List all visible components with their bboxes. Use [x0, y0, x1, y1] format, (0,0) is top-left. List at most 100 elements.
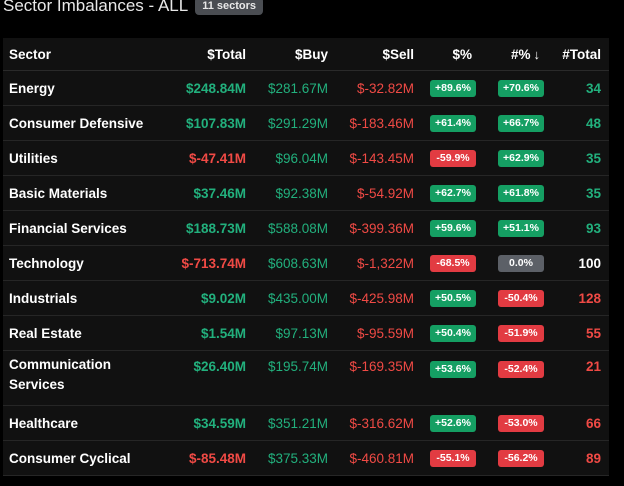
total-value: $-713.74M — [168, 245, 250, 281]
panel-title: Sector Imbalances - ALL — [3, 0, 189, 15]
table-row[interactable]: Energy $248.84M $281.67M $-32.82M +89.6% +70.… — [3, 70, 609, 106]
total-value: $-47.41M — [168, 140, 250, 176]
count-total-value: 35 — [550, 140, 609, 176]
panel-header: Sector Imbalances - ALL 11 sectors — [0, 0, 264, 18]
table-row[interactable]: Technology $-713.74M $608.63M $-1,322M -68.5… — [3, 245, 609, 281]
table-row[interactable]: Industrials $9.02M $435.00M $-425.98M +50.5%… — [3, 280, 609, 316]
sell-value: $-169.35M — [330, 350, 416, 406]
count-total-value: 21 — [550, 350, 609, 406]
count-pct-badge: -56.2% — [498, 450, 544, 467]
total-value: $188.73M — [168, 210, 250, 246]
column-header-count-pct[interactable]: #% ↓ — [482, 38, 550, 71]
dollar-pct-badge: +62.7% — [430, 185, 476, 202]
sector-name: Consumer Defensive — [3, 105, 168, 141]
count-total-value: 93 — [550, 210, 609, 246]
table-row[interactable]: Consumer Cyclical $-85.48M $375.33M $-460.8… — [3, 440, 609, 476]
buy-value: $92.38M — [250, 175, 330, 211]
buy-value: $291.29M — [250, 105, 330, 141]
count-total-value: 128 — [550, 280, 609, 316]
buy-value: $97.13M — [250, 315, 330, 351]
count-pct-badge: +70.6% — [498, 80, 544, 97]
table-row[interactable]: Healthcare $34.59M $351.21M $-316.62M +52.6%… — [3, 405, 609, 441]
column-header-buy[interactable]: $Buy — [250, 38, 330, 71]
dollar-pct-badge: -55.1% — [430, 450, 476, 467]
count-pct-badge: +62.9% — [498, 150, 544, 167]
sector-count-badge: 11 sectors — [195, 0, 264, 15]
buy-value: $608.63M — [250, 245, 330, 281]
table-row[interactable]: Financial Services $188.73M $588.08M $-399.… — [3, 210, 609, 246]
dollar-pct-badge: -68.5% — [430, 255, 476, 272]
total-value: $-85.48M — [168, 440, 250, 476]
dollar-pct-badge: +50.4% — [430, 325, 476, 342]
count-total-value: 89 — [550, 440, 609, 476]
sell-value: $-399.36M — [330, 210, 416, 246]
sell-value: $-95.59M — [330, 315, 416, 351]
table-row[interactable]: Communication Services $26.40M $195.74M $-1… — [3, 350, 609, 406]
dollar-pct-badge: +52.6% — [430, 415, 476, 432]
dollar-pct-cell: +50.4% — [416, 315, 482, 351]
column-header-dollar-pct[interactable]: $% — [416, 38, 482, 71]
sector-name: Utilities — [3, 140, 168, 176]
count-pct-cell: -52.4% — [482, 350, 550, 406]
column-header-sector[interactable]: Sector — [3, 38, 168, 71]
count-pct-cell: +70.6% — [482, 70, 550, 106]
dollar-pct-cell: +62.7% — [416, 175, 482, 211]
count-pct-cell: 0.0% — [482, 245, 550, 281]
dollar-pct-cell: +52.6% — [416, 405, 482, 441]
dollar-pct-badge: -59.9% — [430, 150, 476, 167]
sector-name: Technology — [3, 245, 168, 281]
sector-name: Industrials — [3, 280, 168, 316]
dollar-pct-badge: +89.6% — [430, 80, 476, 97]
column-header-count-total[interactable]: #Total — [550, 38, 609, 71]
count-pct-badge: -50.4% — [498, 290, 544, 307]
count-pct-badge: -52.4% — [498, 361, 544, 378]
dollar-pct-cell: +89.6% — [416, 70, 482, 106]
count-pct-cell: -51.9% — [482, 315, 550, 351]
sell-value: $-316.62M — [330, 405, 416, 441]
sector-name: Healthcare — [3, 405, 168, 441]
count-pct-cell: +61.8% — [482, 175, 550, 211]
sector-name: Financial Services — [3, 210, 168, 246]
sector-name: Energy — [3, 70, 168, 106]
table-row[interactable]: Utilities $-47.41M $96.04M $-143.45M -59.9% +… — [3, 140, 609, 176]
count-pct-badge: 0.0% — [498, 255, 544, 272]
count-total-value: 35 — [550, 175, 609, 211]
dollar-pct-badge: +50.5% — [430, 290, 476, 307]
total-value: $1.54M — [168, 315, 250, 351]
count-total-value: 66 — [550, 405, 609, 441]
sell-value: $-460.81M — [330, 440, 416, 476]
count-total-value: 100 — [550, 245, 609, 281]
count-pct-badge: -53.0% — [498, 415, 544, 432]
table-row[interactable]: Consumer Defensive $107.83M $291.29M $-183.… — [3, 105, 609, 141]
dollar-pct-badge: +61.4% — [430, 115, 476, 132]
count-total-value: 34 — [550, 70, 609, 106]
sort-descending-arrow-icon: ↓ — [533, 46, 541, 62]
count-total-value: 48 — [550, 105, 609, 141]
dollar-pct-cell: +53.6% — [416, 350, 482, 406]
table-row[interactable]: Basic Materials $37.46M $92.38M $-54.92M +62… — [3, 175, 609, 211]
count-pct-badge: +61.8% — [498, 185, 544, 202]
dollar-pct-cell: -55.1% — [416, 440, 482, 476]
sector-name: Consumer Cyclical — [3, 440, 168, 476]
dollar-pct-cell: +59.6% — [416, 210, 482, 246]
table-row[interactable]: Real Estate $1.54M $97.13M $-95.59M +50.4% -5… — [3, 315, 609, 351]
dollar-pct-badge: +53.6% — [430, 361, 476, 378]
table-header-row: Sector $Total $Buy $Sell $% #% ↓ #Total — [3, 38, 609, 71]
sell-value: $-54.92M — [330, 175, 416, 211]
sell-value: $-143.45M — [330, 140, 416, 176]
total-value: $248.84M — [168, 70, 250, 106]
dollar-pct-cell: +61.4% — [416, 105, 482, 141]
buy-value: $375.33M — [250, 440, 330, 476]
total-value: $37.46M — [168, 175, 250, 211]
count-pct-cell: -56.2% — [482, 440, 550, 476]
sell-value: $-425.98M — [330, 280, 416, 316]
total-value: $26.40M — [168, 350, 250, 406]
count-pct-cell: +66.7% — [482, 105, 550, 141]
count-pct-cell: +51.1% — [482, 210, 550, 246]
sector-table-container: Sector $Total $Buy $Sell $% #% ↓ #Total E… — [3, 38, 609, 476]
count-total-value: 55 — [550, 315, 609, 351]
column-header-total[interactable]: $Total — [168, 38, 250, 71]
count-pct-badge: +51.1% — [498, 220, 544, 237]
column-header-sell[interactable]: $Sell — [330, 38, 416, 71]
sector-name: Real Estate — [3, 315, 168, 351]
